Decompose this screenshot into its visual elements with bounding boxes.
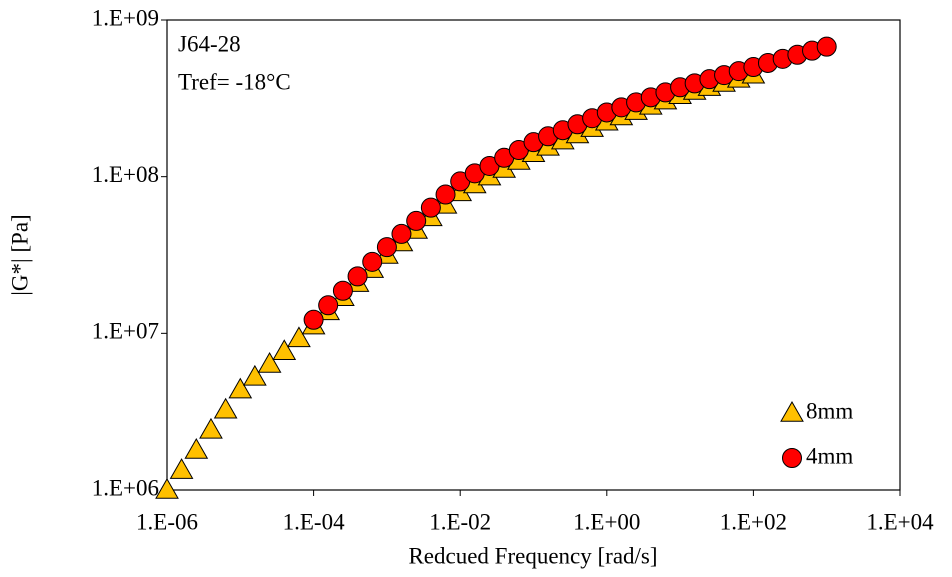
data-point <box>816 36 837 57</box>
data-point <box>272 339 297 360</box>
data-point <box>406 210 427 231</box>
x-tick-label: 1.E-02 <box>429 509 491 534</box>
data-point <box>347 266 368 287</box>
x-tick-label: 1.E-06 <box>136 509 198 534</box>
data-point <box>213 397 238 419</box>
y-tick-label: 1.E+09 <box>92 5 159 30</box>
data-point <box>332 280 353 301</box>
x-tick-label: 1.E+04 <box>866 509 934 534</box>
legend-label: 8mm <box>806 398 853 423</box>
data-point <box>228 377 253 399</box>
data-point <box>303 309 324 330</box>
legend-marker <box>780 400 804 422</box>
data-point <box>287 326 311 348</box>
data-point <box>199 417 223 439</box>
legend-marker <box>782 448 802 468</box>
y-tick-label: 1.E+07 <box>92 319 159 344</box>
data-point <box>391 223 412 244</box>
annotation: J64-28 <box>178 31 241 56</box>
data-point <box>155 477 179 499</box>
data-point <box>318 295 339 316</box>
data-point <box>420 197 441 218</box>
plot-frame <box>166 19 901 491</box>
data-point <box>184 437 209 459</box>
data-point <box>435 184 456 205</box>
data-point <box>169 458 194 479</box>
data-point <box>257 352 282 373</box>
y-tick-label: 1.E+06 <box>92 475 159 500</box>
x-tick-label: 1.E-04 <box>283 509 345 534</box>
x-tick-label: 1.E+00 <box>573 509 640 534</box>
x-tick-label: 1.E+02 <box>720 509 787 534</box>
annotation: Tref= -18°C <box>178 69 291 94</box>
y-tick-label: 1.E+08 <box>92 162 159 187</box>
legend-label: 4mm <box>806 443 853 468</box>
x-axis-label: Redcued Frequency [rad/s] <box>408 543 657 568</box>
data-point <box>362 251 383 272</box>
data-point <box>242 364 267 386</box>
y-axis-label: |G*| [Pa] <box>7 214 32 295</box>
data-point <box>376 237 397 258</box>
